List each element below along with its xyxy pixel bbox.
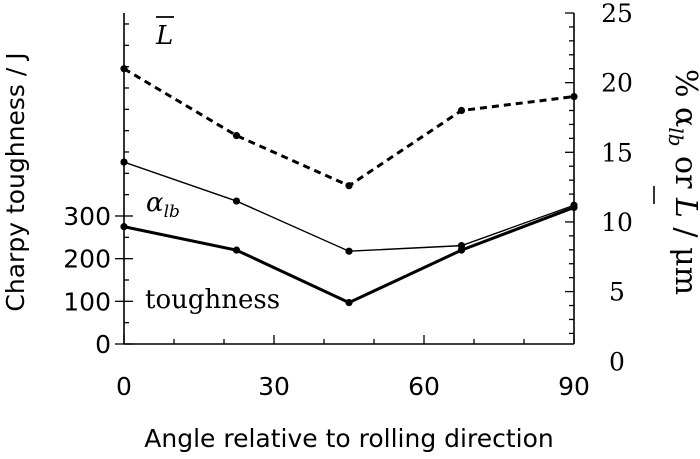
left-axis-label: Charpy toughness / J bbox=[1, 52, 30, 311]
series-point-0 bbox=[345, 299, 353, 307]
right-axis-label: % αlb or L / μm bbox=[664, 69, 700, 295]
right-axis-label-L: L bbox=[668, 197, 700, 218]
series-label-toughness: toughness bbox=[145, 285, 280, 315]
series-label-alpha-main: α bbox=[146, 188, 164, 218]
series-point-1 bbox=[345, 247, 353, 255]
series-layer bbox=[120, 65, 578, 307]
right-tick-labels: 0 5 10 15 20 25 bbox=[601, 0, 633, 376]
right-tick-label: 5 bbox=[609, 278, 625, 307]
right-axis-label-prefix: % α bbox=[668, 69, 700, 127]
series-point-2 bbox=[457, 106, 466, 115]
left-tick-labels: 0 100 200 300 bbox=[63, 202, 111, 359]
series-line-2 bbox=[123, 67, 575, 188]
series-label-alpha-sub: lb bbox=[164, 202, 180, 222]
right-axis-label-sub: lb bbox=[664, 127, 688, 146]
x-tick-label: 60 bbox=[408, 372, 440, 401]
series-label-alpha-lb: αlb bbox=[146, 188, 180, 222]
left-tick-label: 100 bbox=[63, 287, 111, 316]
left-tick-label: 300 bbox=[63, 202, 111, 231]
axes-layer bbox=[115, 12, 575, 345]
right-tick-label: 15 bbox=[601, 138, 633, 167]
x-tick-label: 30 bbox=[258, 372, 290, 401]
right-tick-label: 0 bbox=[609, 347, 625, 376]
left-tick-label: 0 bbox=[95, 330, 111, 359]
x-tick-label: 90 bbox=[558, 372, 590, 401]
series-point-0 bbox=[232, 246, 241, 254]
left-tick-label: 200 bbox=[63, 245, 111, 274]
series-point-2 bbox=[345, 182, 353, 190]
series-label-L-text: L bbox=[155, 21, 173, 51]
x-tick-labels: 0 30 60 90 bbox=[116, 372, 590, 401]
series-point-2 bbox=[570, 92, 578, 101]
series-label-L: L bbox=[155, 16, 174, 51]
right-tick-label: 25 bbox=[601, 0, 633, 28]
series-point-1 bbox=[457, 242, 466, 250]
series-point-1 bbox=[120, 158, 128, 166]
right-tick-label: 20 bbox=[601, 69, 633, 98]
series-line-1 bbox=[123, 161, 575, 252]
svg-text:% αlb or L / μm: % αlb or L / μm bbox=[664, 69, 700, 295]
series-point-2 bbox=[120, 65, 128, 73]
series-point-1 bbox=[570, 201, 578, 209]
series-point-2 bbox=[232, 131, 241, 140]
x-axis-label: Angle relative to rolling direction bbox=[144, 424, 553, 453]
series-point-1 bbox=[232, 197, 241, 205]
right-axis-label-mid: or bbox=[668, 146, 700, 197]
right-axis-label-suffix: / μm bbox=[668, 218, 700, 295]
right-tick-label: 10 bbox=[601, 208, 633, 237]
series-point-0 bbox=[120, 223, 128, 231]
x-tick-label: 0 bbox=[116, 372, 132, 401]
